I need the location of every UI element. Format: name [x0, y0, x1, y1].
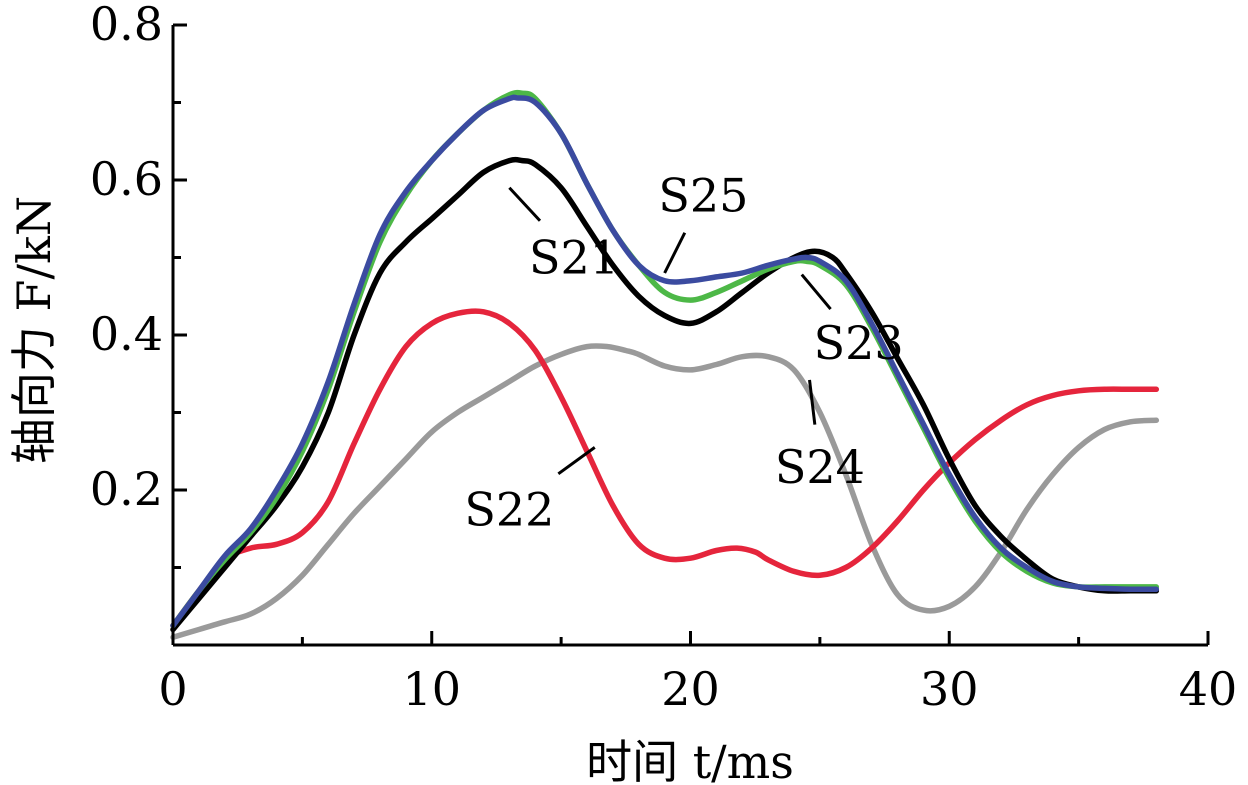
annotation-layer: S21 S25 S23 S22 S24 [464, 169, 903, 537]
series-line-s25 [170, 94, 1160, 629]
y-tick-label: 0.8 [90, 0, 163, 51]
series-line-s22 [170, 308, 1160, 629]
annotation-label-s24: S24 [775, 440, 865, 494]
y-tick-label: 0.6 [90, 152, 163, 206]
x-tick-label: 0 [158, 662, 187, 716]
x-tick-label: 30 [920, 662, 979, 716]
annotation-leader-s22 [557, 446, 596, 476]
series-layer [170, 89, 1160, 641]
series-line-s24 [170, 343, 1160, 641]
axes-layer: 0 10 20 30 40 0.2 0.4 0.6 0.8 [90, 0, 1237, 716]
x-tick-label: 20 [661, 662, 720, 716]
series-line-s21 [170, 156, 1160, 633]
annotation-leader-s21 [508, 186, 542, 222]
annotation-label-s22: S22 [464, 482, 554, 536]
y-tick-label: 0.2 [90, 462, 163, 516]
annotation-leader-s25 [663, 232, 687, 274]
annotation-leader-s23 [800, 273, 832, 311]
x-tick-label: 10 [402, 662, 461, 716]
annotation-leader-s24 [808, 379, 817, 425]
x-axis-title: 时间 t/ms [586, 735, 794, 785]
annotation-label-s21: S21 [529, 231, 619, 285]
x-tick-label: 40 [1179, 662, 1238, 716]
y-axis-title: 轴向力 F/kN [7, 196, 61, 464]
y-tick-label: 0.4 [90, 307, 163, 361]
annotation-label-s25: S25 [658, 169, 748, 223]
annotation-label-s23: S23 [814, 316, 904, 370]
